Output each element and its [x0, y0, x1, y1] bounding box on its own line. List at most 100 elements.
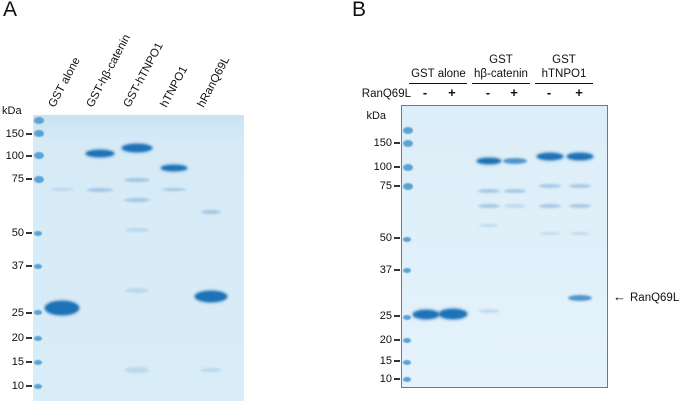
ladder-band — [34, 152, 44, 160]
mw-marker-tick — [394, 141, 400, 144]
faint-band — [124, 197, 151, 202]
mw-marker-tick — [26, 178, 32, 181]
ladder-band — [34, 175, 44, 183]
protein-band — [567, 152, 594, 160]
faint-band — [570, 232, 591, 236]
faint-band — [161, 188, 186, 192]
mw-marker-label: 37 — [379, 263, 392, 276]
ladder-band — [34, 263, 42, 269]
protein-band — [413, 309, 439, 319]
ladder-band — [34, 359, 42, 365]
faint-band — [539, 184, 561, 189]
mw-marker: 100 — [358, 160, 401, 174]
panel-a-label: A — [3, 0, 18, 21]
group-header-line: hTNPO1 — [541, 68, 587, 80]
panel-b-gel — [401, 105, 608, 388]
mw-marker-label: 25 — [379, 310, 392, 323]
ladder-band — [403, 338, 411, 344]
protein-band — [476, 157, 501, 164]
mw-marker-tick — [394, 315, 400, 318]
mw-marker: 150 — [0, 127, 33, 141]
protein-band — [44, 301, 79, 316]
condition-symbol: + — [510, 85, 518, 100]
faint-band — [478, 224, 499, 228]
faint-band — [201, 209, 222, 214]
mw-marker: 150 — [358, 136, 401, 150]
mw-marker: 15 — [358, 354, 401, 368]
mw-marker-tick — [26, 361, 32, 364]
ladder-band — [403, 140, 413, 148]
mw-marker-tick — [26, 337, 32, 340]
mw-marker: 37 — [0, 259, 33, 273]
faint-band — [478, 308, 499, 313]
mw-marker: 10 — [358, 372, 401, 386]
ladder-band — [34, 230, 42, 236]
group-underline — [471, 82, 530, 84]
mw-marker: 75 — [358, 179, 401, 193]
mw-marker-tick — [26, 154, 32, 157]
mw-marker-label: 75 — [379, 179, 392, 192]
faint-band — [539, 203, 561, 208]
mw-marker: 100 — [0, 149, 33, 163]
mw-marker-label: 37 — [11, 260, 24, 272]
mw-marker-label: 10 — [379, 372, 392, 385]
mw-marker-label: 20 — [379, 333, 392, 346]
ladder-band — [403, 126, 413, 134]
lane-label: GST alone — [46, 55, 83, 110]
ladder-band — [403, 359, 411, 365]
ladder-band — [34, 116, 44, 124]
condition-symbol: - — [485, 85, 491, 100]
protein-band — [537, 152, 563, 160]
group-header: GST hTNPO1 — [514, 53, 614, 84]
panel-b-label: B — [352, 0, 367, 21]
faint-band — [504, 188, 527, 193]
condition-row-label: RanQ69L — [361, 88, 411, 100]
ladder-band — [403, 377, 411, 383]
panel-a-gel — [33, 115, 244, 401]
faint-band — [87, 187, 114, 192]
mw-marker-label: 50 — [379, 232, 392, 244]
mw-marker-tick — [26, 232, 32, 235]
left-arrow-icon: ← — [613, 288, 626, 304]
mw-marker-tick — [26, 385, 32, 388]
mw-marker-tick — [26, 132, 32, 135]
group-header: GST hβ-catenin — [451, 53, 551, 84]
faint-band — [125, 287, 150, 293]
mw-marker: 25 — [358, 309, 401, 323]
faint-band — [125, 367, 150, 374]
ladder-band — [403, 268, 411, 274]
mw-marker-label: 150 — [373, 136, 392, 149]
mw-marker-label: 100 — [5, 149, 24, 162]
mw-marker-label: 20 — [11, 332, 24, 345]
mw-marker: 20 — [0, 331, 33, 345]
mw-marker: 15 — [0, 355, 33, 369]
mw-marker: 37 — [358, 263, 401, 277]
mw-marker-tick — [394, 338, 400, 341]
mw-marker-label: 15 — [11, 356, 24, 369]
faint-band — [124, 177, 151, 182]
group-header-line: GST alone — [411, 68, 466, 80]
mw-marker-tick — [394, 360, 400, 363]
mw-marker-label: 25 — [11, 306, 24, 319]
panel-a-kda-unit: kDa — [2, 105, 22, 117]
lane-label: hRanQ69L — [195, 54, 233, 110]
protein-band — [503, 157, 528, 164]
protein-band — [122, 143, 153, 152]
faint-band — [125, 227, 150, 232]
group-underline — [409, 82, 468, 84]
protein-band — [195, 290, 228, 302]
annotation-label: RanQ69L — [630, 291, 680, 304]
faint-band — [200, 368, 223, 373]
condition-symbol: + — [575, 85, 583, 100]
mw-marker: 50 — [0, 226, 33, 240]
mw-marker: 20 — [358, 333, 401, 347]
condition-symbol: - — [422, 85, 428, 100]
faint-band — [477, 203, 500, 208]
protein-band — [438, 309, 467, 319]
mw-marker: 10 — [0, 379, 33, 393]
mw-marker-label: 10 — [11, 380, 24, 393]
faint-band — [569, 184, 592, 189]
group-header-line: hβ-catenin — [474, 68, 528, 80]
ladder-band — [403, 183, 413, 191]
ladder-band — [403, 236, 411, 242]
